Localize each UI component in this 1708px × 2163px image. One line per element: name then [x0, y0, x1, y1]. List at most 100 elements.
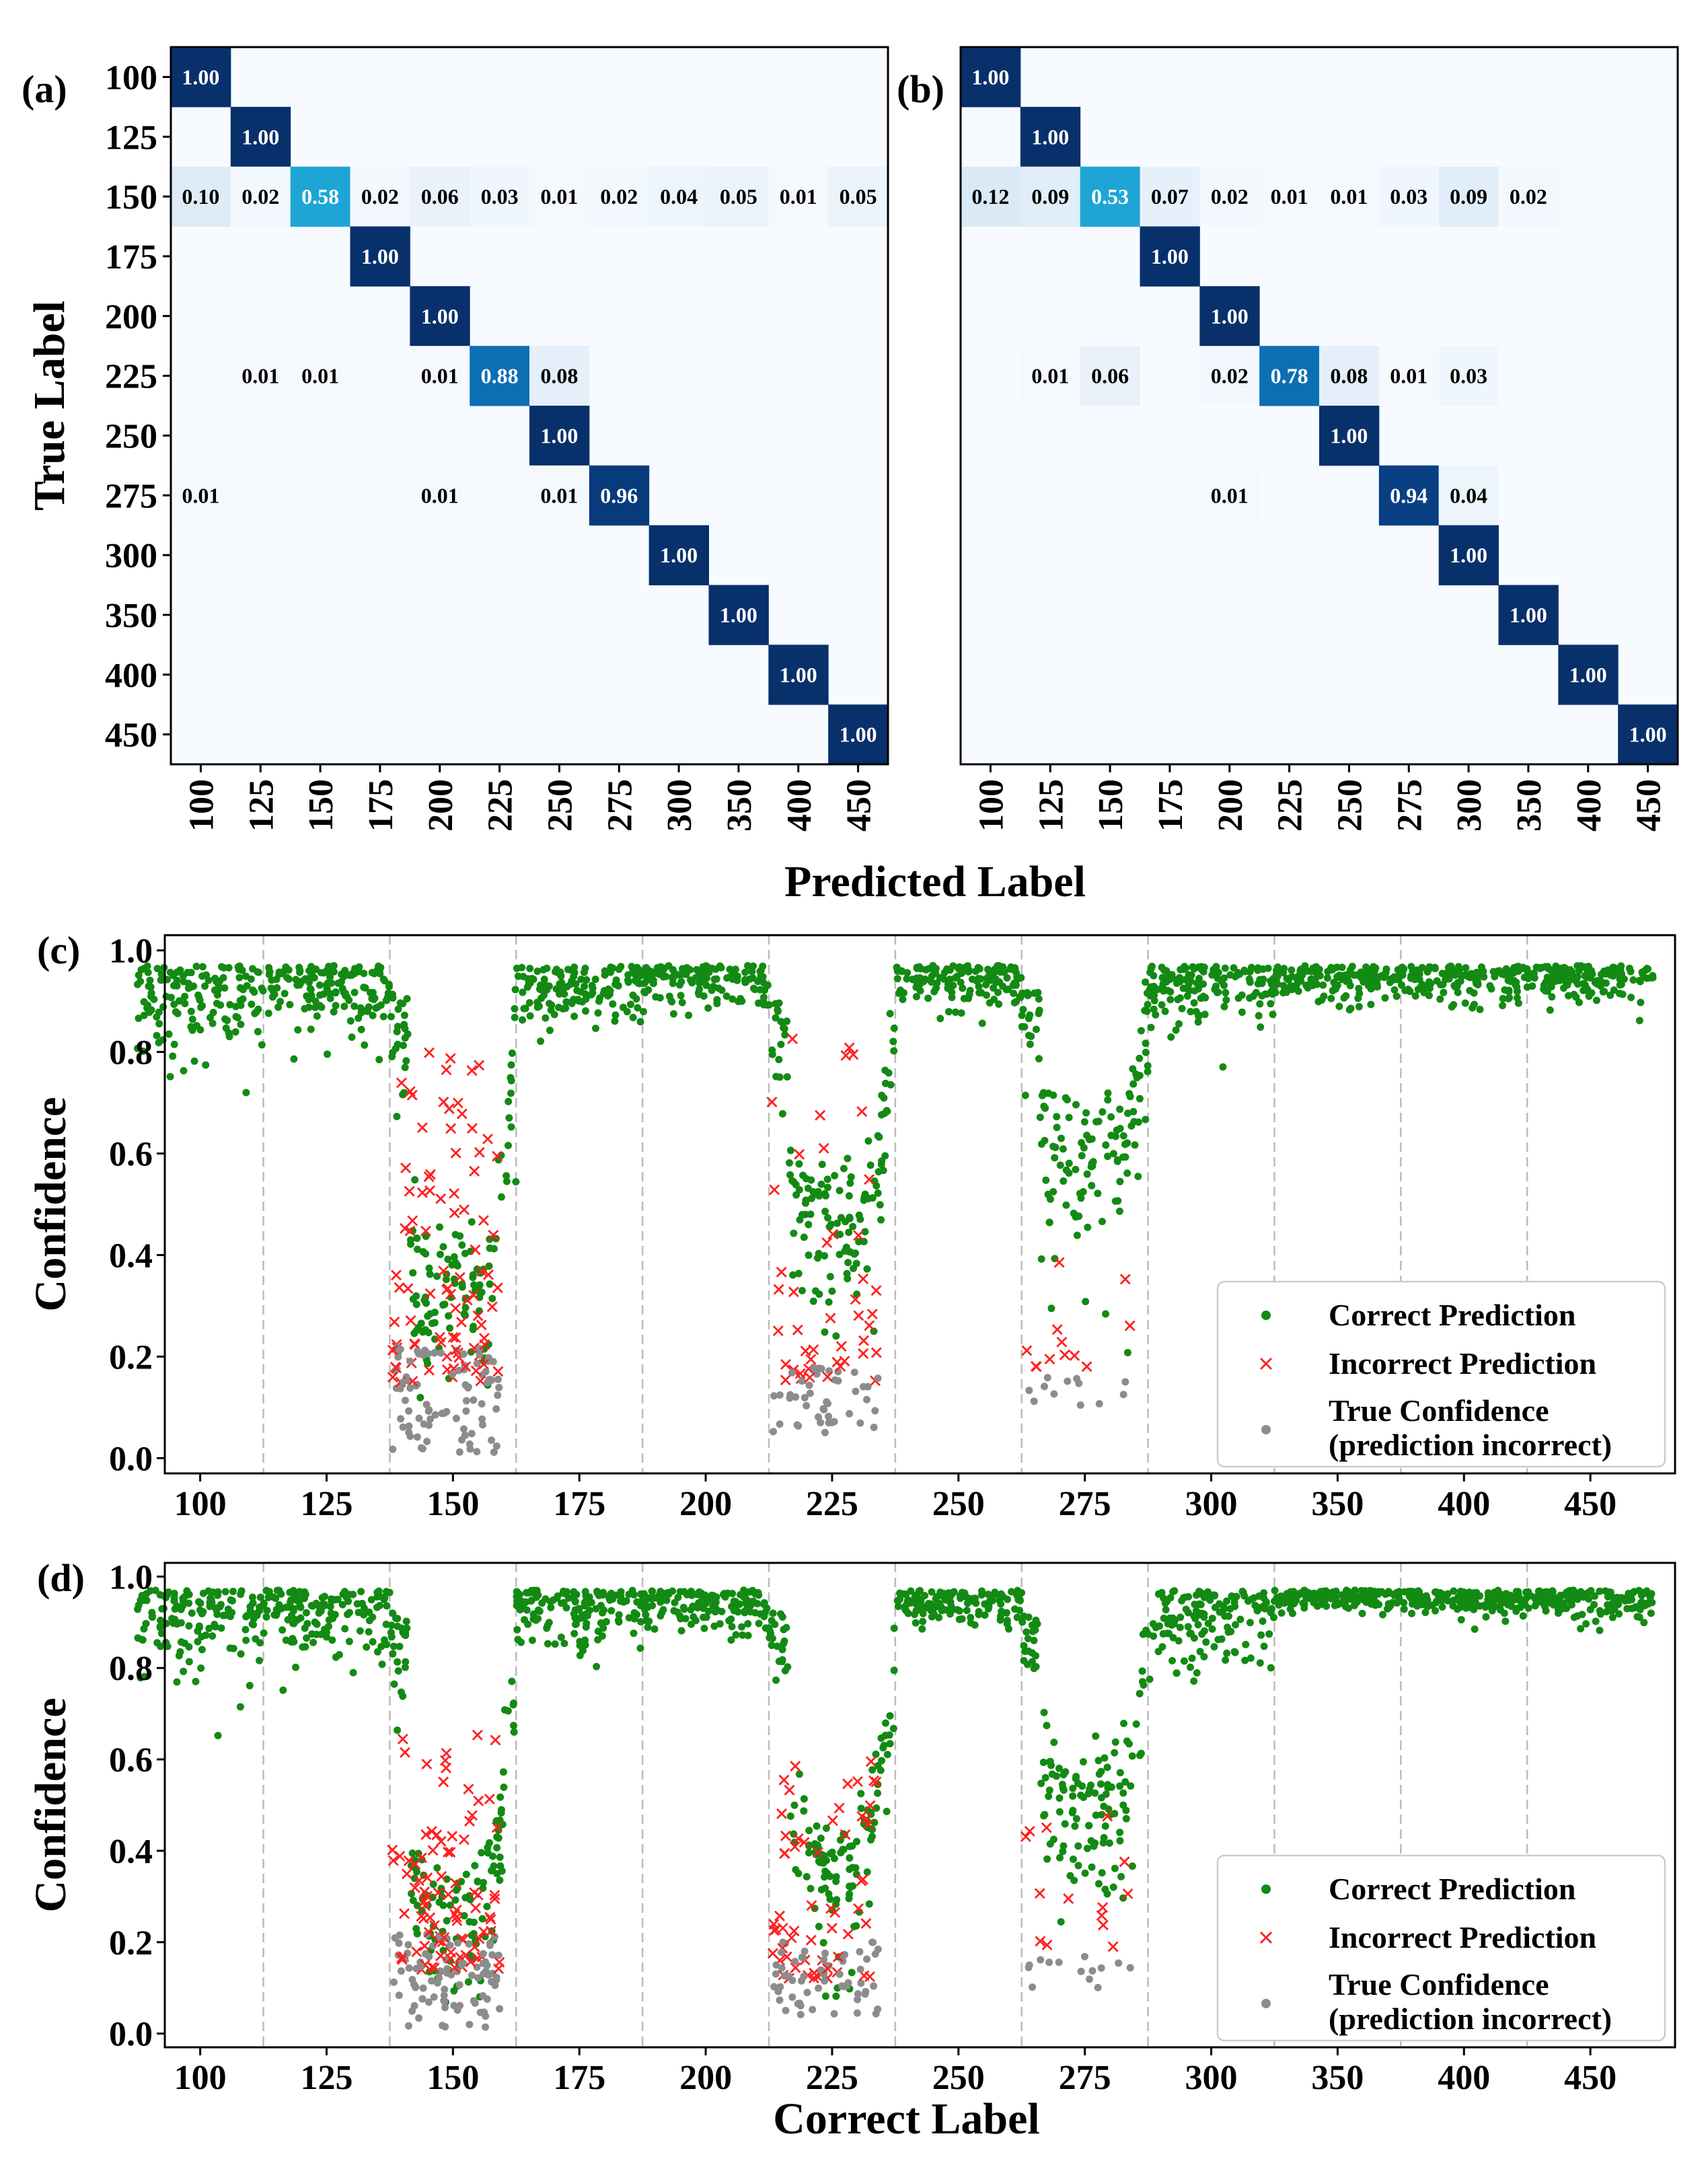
correct-point	[846, 1842, 854, 1850]
correct-point	[1137, 1749, 1145, 1757]
correct-point	[1260, 1642, 1268, 1650]
correct-point	[579, 1646, 587, 1654]
correct-point	[912, 992, 920, 1000]
correct-point	[1331, 983, 1339, 991]
true-confidence-point	[821, 1428, 829, 1436]
correct-point	[890, 1024, 898, 1032]
correct-point	[1103, 1763, 1111, 1771]
correct-point	[221, 1611, 229, 1619]
correct-point	[1014, 1590, 1023, 1599]
correct-point	[387, 1013, 395, 1021]
correct-point	[1072, 1101, 1080, 1109]
correct-point	[1238, 1009, 1246, 1017]
correct-point	[268, 993, 276, 1001]
matrix-cell	[1259, 346, 1320, 406]
correct-point	[1063, 1096, 1071, 1104]
incorrect-point	[469, 1165, 480, 1177]
correct-point	[214, 1732, 222, 1740]
true-confidence-point	[820, 1956, 828, 1964]
matrix-cell	[1020, 346, 1081, 406]
correct-point	[776, 1610, 784, 1618]
correct-point	[511, 986, 519, 994]
correct-point	[570, 1610, 578, 1618]
correct-point	[648, 1587, 656, 1595]
correct-point	[301, 1643, 309, 1651]
correct-point	[904, 1596, 912, 1604]
true-confidence-point	[441, 2004, 449, 2012]
true-confidence-point	[1045, 1958, 1053, 1967]
correct-point	[217, 1624, 225, 1632]
true-confidence-point	[846, 1409, 854, 1418]
correct-point	[676, 1612, 684, 1620]
correct-point	[236, 1703, 244, 1711]
true-confidence-point	[459, 1350, 468, 1358]
x-tick-label: 200	[679, 1485, 732, 1523]
correct-point	[951, 974, 959, 982]
correct-point	[1116, 1837, 1124, 1845]
correct-point	[1318, 996, 1326, 1004]
correct-point	[1542, 978, 1550, 986]
correct-point	[1586, 1605, 1594, 1613]
correct-point	[1083, 1170, 1091, 1178]
correct-point	[1514, 967, 1522, 975]
incorrect-point	[821, 1237, 833, 1249]
correct-point	[265, 1591, 273, 1599]
correct-point	[1596, 1587, 1604, 1595]
correct-point	[1095, 1770, 1103, 1778]
correct-point	[1123, 1139, 1131, 1147]
correct-point	[518, 963, 526, 971]
matrix-cell-value: 0.12	[971, 184, 1009, 209]
correct-point	[1212, 965, 1220, 974]
correct-point	[1627, 994, 1635, 1002]
correct-point	[350, 988, 359, 996]
legend-marker-incorrect	[1260, 1358, 1272, 1370]
correct-point	[776, 1073, 784, 1081]
correct-point	[1043, 1722, 1051, 1730]
incorrect-point	[419, 1886, 431, 1897]
correct-point	[1144, 1068, 1152, 1076]
correct-point	[1052, 1772, 1060, 1780]
correct-point	[825, 1298, 833, 1306]
incorrect-point	[853, 1230, 864, 1241]
correct-point	[1032, 1652, 1040, 1660]
correct-point	[1051, 1154, 1059, 1162]
correct-point	[564, 965, 572, 974]
correct-point	[857, 1804, 865, 1812]
incorrect-point	[435, 1337, 447, 1348]
matrix-cell	[410, 346, 470, 406]
correct-point	[209, 1019, 217, 1027]
correct-point	[588, 982, 596, 990]
correct-point	[1582, 1620, 1590, 1628]
correct-point	[677, 1627, 685, 1635]
true-confidence-point	[820, 1970, 828, 1978]
correct-point	[894, 1603, 902, 1611]
correct-point	[1502, 965, 1510, 973]
correct-point	[1136, 1689, 1144, 1697]
incorrect-point	[420, 1829, 432, 1840]
correct-point	[1570, 1613, 1578, 1621]
correct-point	[332, 988, 340, 996]
correct-point	[560, 1640, 568, 1648]
correct-point	[296, 1601, 304, 1609]
matrix-cell	[1438, 525, 1499, 585]
correct-point	[486, 1839, 494, 1847]
correct-point	[807, 1194, 815, 1202]
matrix-cell	[768, 645, 829, 705]
correct-point	[570, 1013, 579, 1021]
correct-point	[1160, 1614, 1168, 1622]
x-tick-label: 100	[972, 779, 1010, 832]
correct-point	[1020, 1612, 1028, 1620]
true-confidence-point	[1094, 1983, 1102, 1991]
incorrect-point	[450, 1878, 461, 1889]
correct-point	[196, 996, 204, 1004]
matrix-cell-value: 1.00	[1211, 304, 1249, 328]
correct-point	[737, 1623, 745, 1631]
correct-point	[729, 969, 737, 978]
correct-point	[150, 995, 158, 1003]
incorrect-point	[460, 1950, 472, 1961]
correct-point	[1619, 990, 1627, 998]
incorrect-point	[467, 1810, 478, 1821]
incorrect-point	[447, 1831, 458, 1842]
correct-point	[674, 1593, 682, 1601]
correct-point	[1201, 1592, 1210, 1601]
